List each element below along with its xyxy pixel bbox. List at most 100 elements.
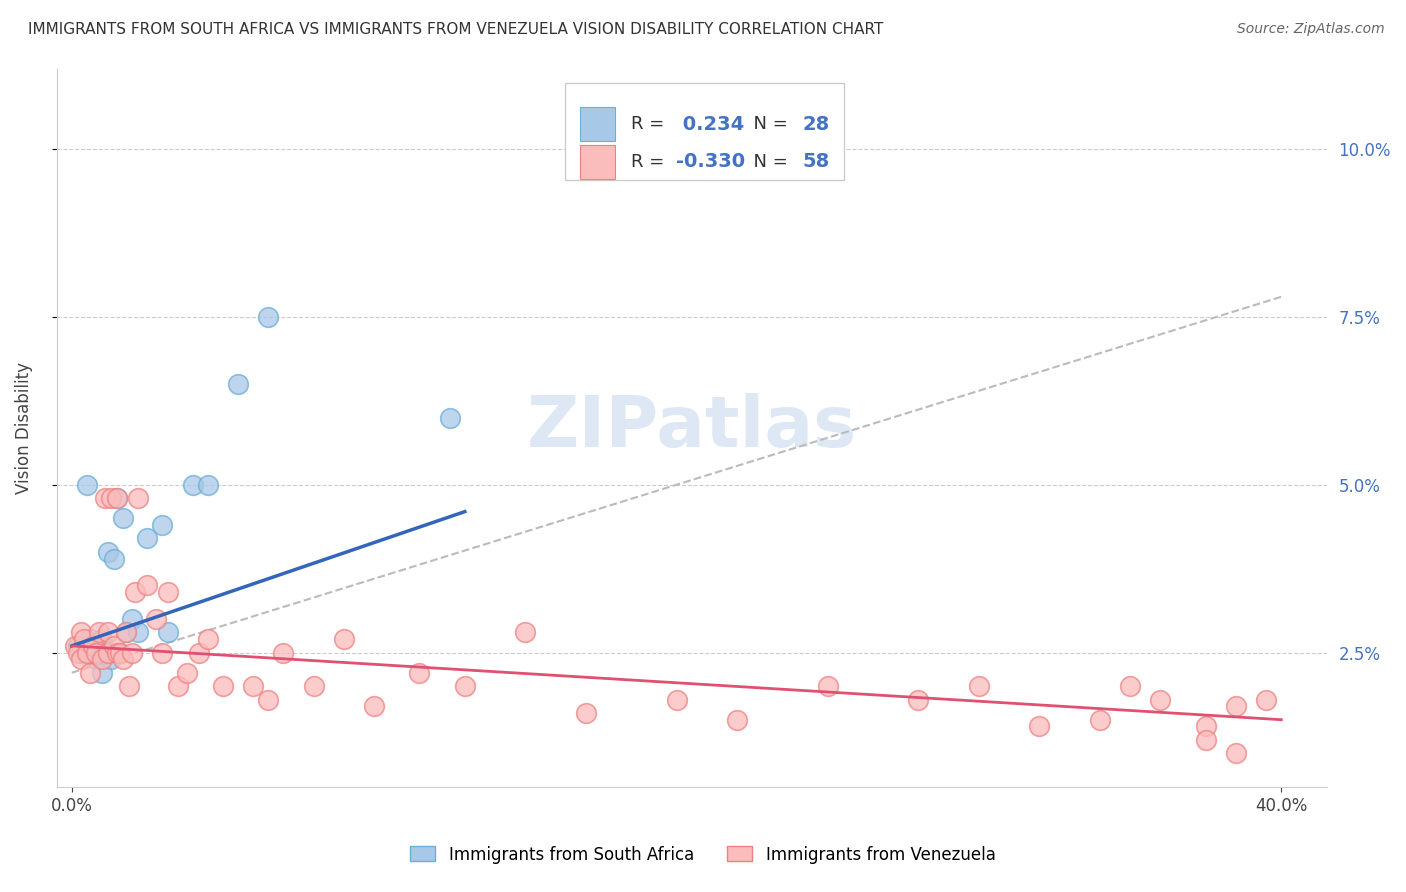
Point — [97, 545, 120, 559]
Point — [176, 665, 198, 680]
Point — [257, 692, 280, 706]
Point — [136, 532, 159, 546]
Point — [1119, 679, 1142, 693]
Point — [152, 518, 174, 533]
Point — [94, 491, 117, 505]
Point — [73, 639, 96, 653]
Point — [66, 639, 89, 653]
Legend: Immigrants from South Africa, Immigrants from Venezuela: Immigrants from South Africa, Immigrants… — [404, 839, 1002, 871]
Point — [103, 639, 125, 653]
FancyBboxPatch shape — [579, 145, 616, 179]
Point — [1195, 732, 1218, 747]
Point — [73, 632, 96, 647]
Point — [124, 585, 146, 599]
Point — [333, 632, 356, 647]
Point — [127, 625, 149, 640]
Point — [1195, 719, 1218, 733]
Point — [1028, 719, 1050, 733]
FancyBboxPatch shape — [565, 83, 844, 180]
Point — [112, 511, 135, 525]
Point — [408, 665, 430, 680]
Point — [515, 625, 537, 640]
Text: 58: 58 — [803, 153, 830, 171]
Point — [66, 646, 89, 660]
Point — [454, 679, 477, 693]
Point — [82, 646, 104, 660]
Point — [97, 625, 120, 640]
Point — [1088, 713, 1111, 727]
Text: 0.234: 0.234 — [676, 115, 745, 134]
Point — [112, 652, 135, 666]
Point — [121, 646, 143, 660]
Point — [226, 377, 249, 392]
Point — [108, 646, 131, 660]
Point — [907, 692, 929, 706]
Point — [76, 646, 98, 660]
Point — [91, 652, 114, 666]
Point — [166, 679, 188, 693]
Point — [84, 646, 107, 660]
Text: IMMIGRANTS FROM SOUTH AFRICA VS IMMIGRANTS FROM VENEZUELA VISION DISABILITY CORR: IMMIGRANTS FROM SOUTH AFRICA VS IMMIGRAN… — [28, 22, 883, 37]
Text: 28: 28 — [803, 115, 830, 134]
Point — [82, 639, 104, 653]
Point — [1149, 692, 1171, 706]
Point — [967, 679, 990, 693]
Point — [363, 699, 385, 714]
Point — [242, 679, 264, 693]
Text: ZIPatlas: ZIPatlas — [527, 393, 856, 462]
Point — [79, 632, 101, 647]
Point — [118, 679, 141, 693]
Point — [76, 477, 98, 491]
Text: -0.330: -0.330 — [676, 153, 745, 171]
Point — [1256, 692, 1278, 706]
Point — [100, 652, 122, 666]
Point — [152, 646, 174, 660]
Point — [115, 625, 138, 640]
Point — [157, 585, 180, 599]
Point — [181, 477, 204, 491]
Point — [817, 679, 839, 693]
Text: N =: N = — [742, 153, 794, 171]
Point — [115, 625, 138, 640]
Point — [91, 665, 114, 680]
Point — [665, 692, 688, 706]
Text: R =: R = — [631, 115, 669, 133]
Point — [575, 706, 598, 720]
Point — [100, 491, 122, 505]
Point — [273, 646, 295, 660]
Point — [302, 679, 325, 693]
Point — [87, 625, 110, 640]
Point — [121, 612, 143, 626]
Point — [69, 646, 91, 660]
Point — [79, 665, 101, 680]
Point — [157, 625, 180, 640]
Point — [103, 551, 125, 566]
Point — [725, 713, 748, 727]
Point — [105, 491, 128, 505]
Point — [136, 578, 159, 592]
Point — [91, 632, 114, 647]
Point — [84, 652, 107, 666]
Point — [197, 632, 219, 647]
Point — [97, 646, 120, 660]
Point — [105, 646, 128, 660]
Point — [108, 646, 131, 660]
Point — [197, 477, 219, 491]
Point — [439, 410, 461, 425]
Point — [63, 639, 86, 653]
Text: N =: N = — [742, 115, 794, 133]
Y-axis label: Vision Disability: Vision Disability — [15, 361, 32, 493]
Text: R =: R = — [631, 153, 669, 171]
Point — [187, 646, 209, 660]
Point — [257, 310, 280, 324]
Point — [87, 639, 110, 653]
Point — [69, 652, 91, 666]
Point — [145, 612, 167, 626]
Point — [1225, 746, 1247, 760]
Point — [212, 679, 235, 693]
FancyBboxPatch shape — [579, 107, 616, 142]
Point — [105, 491, 128, 505]
Point — [69, 625, 91, 640]
Point — [127, 491, 149, 505]
Point — [1225, 699, 1247, 714]
